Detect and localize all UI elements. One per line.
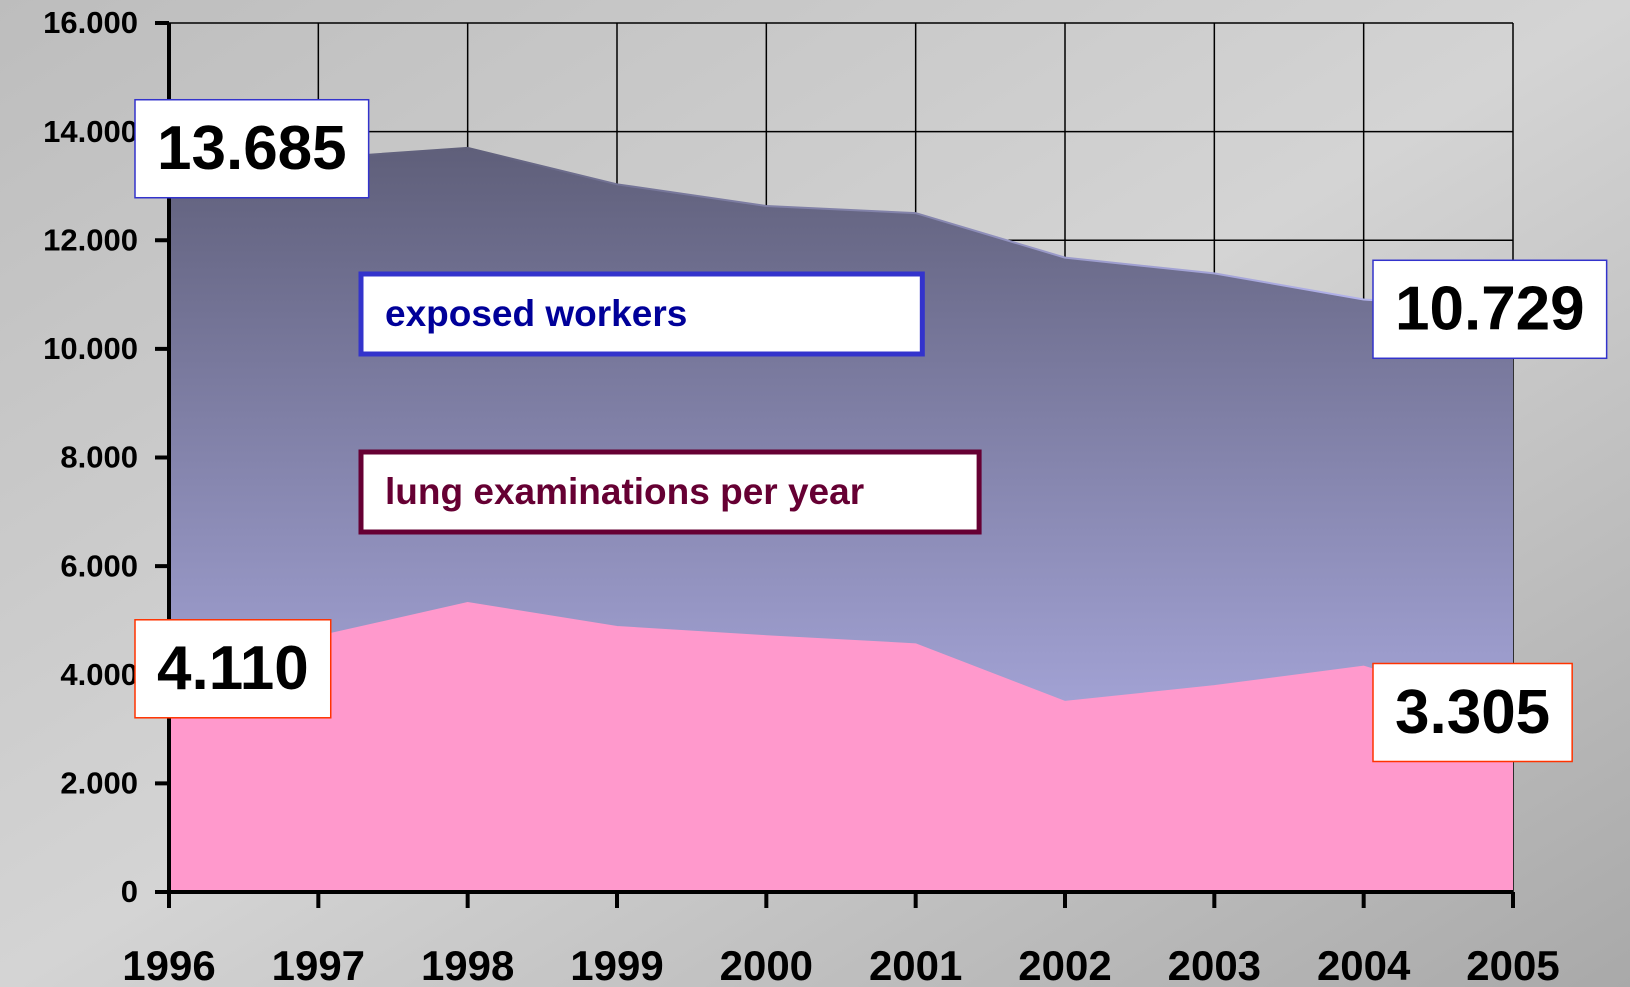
y-tick-label: 8.000 — [60, 440, 138, 475]
x-tick-label: 2000 — [720, 942, 813, 987]
y-tick-label: 14.000 — [43, 114, 138, 149]
y-tick-label: 12.000 — [43, 222, 138, 257]
x-tick-label: 2005 — [1466, 942, 1559, 987]
value-label-text: 4.110 — [157, 634, 309, 703]
x-tick-label: 1998 — [421, 942, 514, 987]
x-tick-label: 2002 — [1018, 942, 1111, 987]
y-tick-label: 4.000 — [60, 657, 138, 692]
value-label-text: 10.729 — [1395, 275, 1585, 344]
legend-item: lung examinations per year — [361, 452, 979, 532]
x-tick-label: 1997 — [272, 942, 365, 987]
x-tick-label: 1996 — [122, 942, 215, 987]
y-tick-label: 16.000 — [43, 5, 138, 40]
value-label: 13.685 — [135, 100, 369, 198]
value-label: 3.305 — [1373, 663, 1572, 761]
y-tick-label: 0 — [121, 874, 138, 909]
value-label: 4.110 — [135, 620, 331, 718]
chart: 0 2.000 4.000 6.000 8.000 10.000 12.000 14.000 1… — [0, 0, 1630, 987]
value-label: 10.729 — [1373, 260, 1607, 358]
legend-label: lung examinations per year — [385, 471, 864, 512]
x-tick-label: 1999 — [570, 942, 663, 987]
x-tick-label: 2004 — [1317, 942, 1411, 987]
x-tick-label: 2003 — [1168, 942, 1261, 987]
x-tick-label: 2001 — [869, 942, 962, 987]
legend-item: exposed workers — [361, 274, 922, 354]
value-label-text: 13.685 — [157, 114, 347, 183]
value-label-text: 3.305 — [1395, 678, 1550, 747]
y-tick-label: 6.000 — [60, 548, 138, 583]
legend-label: exposed workers — [385, 293, 687, 334]
y-tick-label: 2.000 — [60, 766, 138, 801]
y-tick-label: 10.000 — [43, 331, 138, 366]
